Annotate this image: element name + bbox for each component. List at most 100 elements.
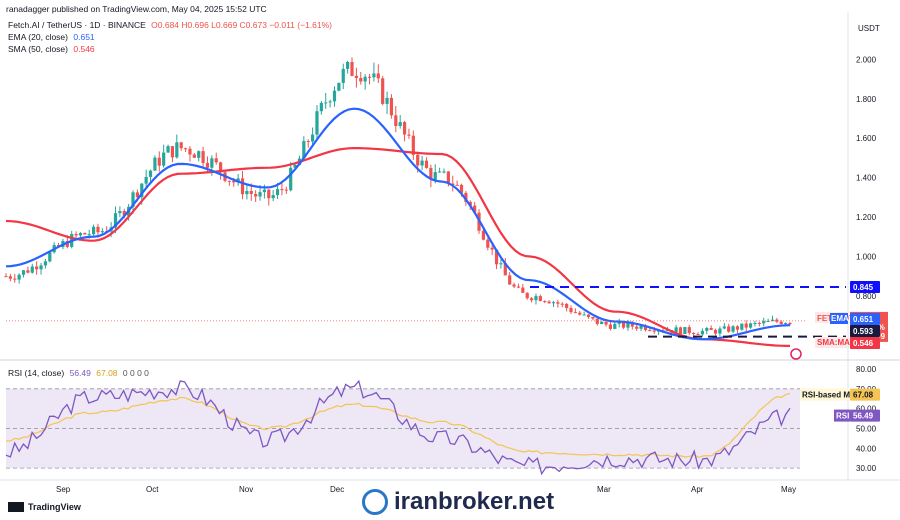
candle-body[interactable]	[424, 160, 429, 168]
candle-body[interactable]	[652, 330, 656, 332]
candle-body[interactable]	[249, 190, 253, 194]
candle-body[interactable]	[100, 231, 104, 233]
candle-body[interactable]	[332, 90, 337, 102]
candle-body[interactable]	[4, 276, 8, 278]
candle-body[interactable]	[757, 322, 761, 324]
candle-body[interactable]	[310, 134, 315, 142]
candle-body[interactable]	[144, 176, 148, 184]
candle-body[interactable]	[363, 76, 367, 82]
candle-body[interactable]	[766, 320, 770, 322]
candle-body[interactable]	[30, 266, 34, 273]
candle-body[interactable]	[586, 314, 591, 318]
candle-body[interactable]	[468, 201, 472, 206]
candle-body[interactable]	[232, 180, 236, 183]
candle-body[interactable]	[700, 330, 705, 335]
sma-line[interactable]	[5, 147, 790, 347]
candle-body[interactable]	[183, 148, 188, 150]
candle-body[interactable]	[735, 326, 740, 330]
candle-body[interactable]	[512, 284, 516, 287]
candle-body[interactable]	[573, 312, 577, 314]
candle-body[interactable]	[148, 170, 153, 177]
candle-body[interactable]	[740, 323, 744, 330]
candle-body[interactable]	[192, 154, 196, 158]
candle-body[interactable]	[289, 167, 293, 191]
candle-body[interactable]	[486, 239, 490, 248]
candle-body[interactable]	[113, 213, 118, 228]
candle-body[interactable]	[153, 157, 157, 171]
candle-body[interactable]	[17, 274, 21, 280]
candle-body[interactable]	[214, 158, 218, 163]
candle-body[interactable]	[753, 322, 757, 324]
candle-body[interactable]	[529, 298, 534, 301]
candle-body[interactable]	[262, 189, 267, 193]
candle-body[interactable]	[713, 329, 718, 334]
candle-body[interactable]	[96, 226, 100, 233]
candle-body[interactable]	[617, 321, 621, 324]
candle-body[interactable]	[600, 321, 604, 324]
ema-legend[interactable]: EMA (20, close) 0.651	[8, 32, 95, 42]
candle-body[interactable]	[122, 211, 126, 216]
candle-body[interactable]	[201, 151, 205, 163]
candle-body[interactable]	[389, 97, 394, 116]
candle-body[interactable]	[26, 270, 30, 273]
candle-body[interactable]	[748, 323, 753, 328]
candle-body[interactable]	[490, 247, 494, 250]
ema-line[interactable]	[5, 107, 791, 341]
candle-body[interactable]	[508, 275, 512, 285]
candle-body[interactable]	[709, 328, 713, 330]
candle-body[interactable]	[595, 318, 599, 324]
candle-body[interactable]	[442, 171, 446, 173]
candle-body[interactable]	[254, 193, 258, 197]
candle-body[interactable]	[608, 324, 613, 329]
candle-body[interactable]	[166, 146, 170, 153]
candle-body[interactable]	[648, 330, 652, 332]
candle-body[interactable]	[678, 327, 683, 334]
candle-body[interactable]	[635, 326, 639, 329]
candle-body[interactable]	[604, 321, 608, 325]
candle-body[interactable]	[65, 241, 69, 247]
candle-body[interactable]	[525, 292, 529, 299]
candle-body[interactable]	[731, 326, 735, 332]
candle-body[interactable]	[626, 322, 630, 328]
candle-body[interactable]	[39, 265, 43, 270]
candle-body[interactable]	[770, 319, 775, 321]
candle-body[interactable]	[306, 141, 310, 143]
candle-body[interactable]	[464, 192, 468, 202]
candle-body[interactable]	[284, 189, 288, 191]
candle-body[interactable]	[473, 205, 477, 213]
candle-body[interactable]	[48, 252, 52, 262]
candle-body[interactable]	[547, 301, 551, 304]
candle-body[interactable]	[258, 192, 262, 197]
candle-body[interactable]	[411, 135, 415, 155]
candle-body[interactable]	[162, 152, 166, 166]
candle-body[interactable]	[775, 319, 779, 322]
candle-body[interactable]	[494, 249, 499, 265]
candle-body[interactable]	[639, 325, 643, 329]
candle-body[interactable]	[210, 158, 214, 168]
sma-legend[interactable]: SMA (50, close) 0.546	[8, 44, 95, 54]
candle-body[interactable]	[630, 322, 634, 327]
candle-body[interactable]	[692, 333, 696, 335]
candle-body[interactable]	[784, 323, 788, 325]
candle-body[interactable]	[705, 328, 709, 331]
candle-body[interactable]	[240, 178, 245, 195]
candle-body[interactable]	[582, 314, 586, 316]
candle-body[interactable]	[91, 226, 96, 235]
candle-body[interactable]	[13, 278, 17, 280]
candle-body[interactable]	[302, 141, 306, 159]
candle-body[interactable]	[341, 68, 345, 83]
candle-body[interactable]	[788, 323, 792, 325]
candle-body[interactable]	[271, 195, 275, 199]
candle-body[interactable]	[727, 326, 731, 332]
candle-body[interactable]	[8, 276, 12, 279]
candle-body[interactable]	[179, 142, 183, 149]
symbol-legend[interactable]: Fetch.AI / TetherUS · 1D · BINANCE O0.68…	[8, 20, 332, 30]
candle-body[interactable]	[521, 287, 525, 293]
candle-body[interactable]	[324, 102, 328, 104]
candle-body[interactable]	[280, 189, 284, 191]
candle-body[interactable]	[319, 102, 323, 112]
candle-body[interactable]	[556, 302, 560, 304]
candle-body[interactable]	[503, 263, 507, 276]
candle-body[interactable]	[118, 211, 122, 214]
